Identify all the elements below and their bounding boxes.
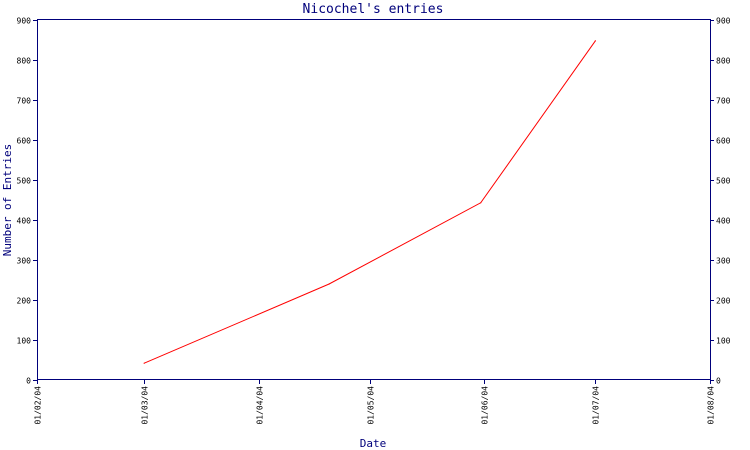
plot-area-frame [37, 19, 711, 380]
y-tick-label-right: 200 [716, 297, 731, 306]
data-point [594, 40, 597, 42]
x-tick-label: 01/07/04 [592, 386, 601, 425]
y-tick-label-right: 900 [716, 17, 731, 26]
y-tick-label-left: 500 [17, 177, 32, 186]
y-tick-label-right: 300 [716, 257, 731, 266]
y-tick-label-right: 700 [716, 97, 731, 106]
x-axis: 01/02/04 01/03/04 01/04/04 01/05/04 01/06/04… [34, 380, 716, 425]
x-tick-label: 01/04/04 [256, 386, 265, 425]
data-point [143, 362, 145, 364]
series-line [144, 40, 596, 364]
x-tick-label: 01/05/04 [367, 386, 376, 425]
data-point [328, 283, 330, 285]
y-axis-label: Number of Entries [1, 144, 14, 257]
x-tick-label: 01/02/04 [34, 386, 43, 425]
y-tick-label-right: 800 [716, 57, 731, 66]
x-tick-label: 01/03/04 [141, 386, 150, 425]
y-axis-right: 0 100 200 300 400 500 600 700 800 900 [710, 17, 731, 386]
chart-title: Nicochel's entries [303, 2, 444, 17]
y-tick-label-right: 500 [716, 177, 731, 186]
y-axis-left: 0 100 200 300 400 500 600 700 800 900 [17, 17, 37, 386]
data-point [480, 202, 482, 204]
y-tick-label-left: 100 [17, 337, 32, 346]
series-group [143, 40, 597, 364]
y-tick-label-right: 600 [716, 137, 731, 146]
y-tick-label-right: 100 [716, 337, 731, 346]
y-tick-label-left: 200 [17, 297, 32, 306]
y-tick-label-left: 300 [17, 257, 32, 266]
x-tick-label: 01/08/04 [707, 386, 716, 425]
y-tick-label-right: 0 [716, 377, 721, 386]
x-tick-label: 01/06/04 [481, 386, 490, 425]
y-tick-label-left: 900 [17, 17, 32, 26]
x-axis-label: Date [360, 437, 387, 450]
y-tick-label-right: 400 [716, 217, 731, 226]
y-tick-label-left: 800 [17, 57, 32, 66]
y-tick-label-left: 600 [17, 137, 32, 146]
y-tick-label-left: 400 [17, 217, 32, 226]
y-tick-label-left: 700 [17, 97, 32, 106]
y-tick-label-left: 0 [26, 377, 31, 386]
